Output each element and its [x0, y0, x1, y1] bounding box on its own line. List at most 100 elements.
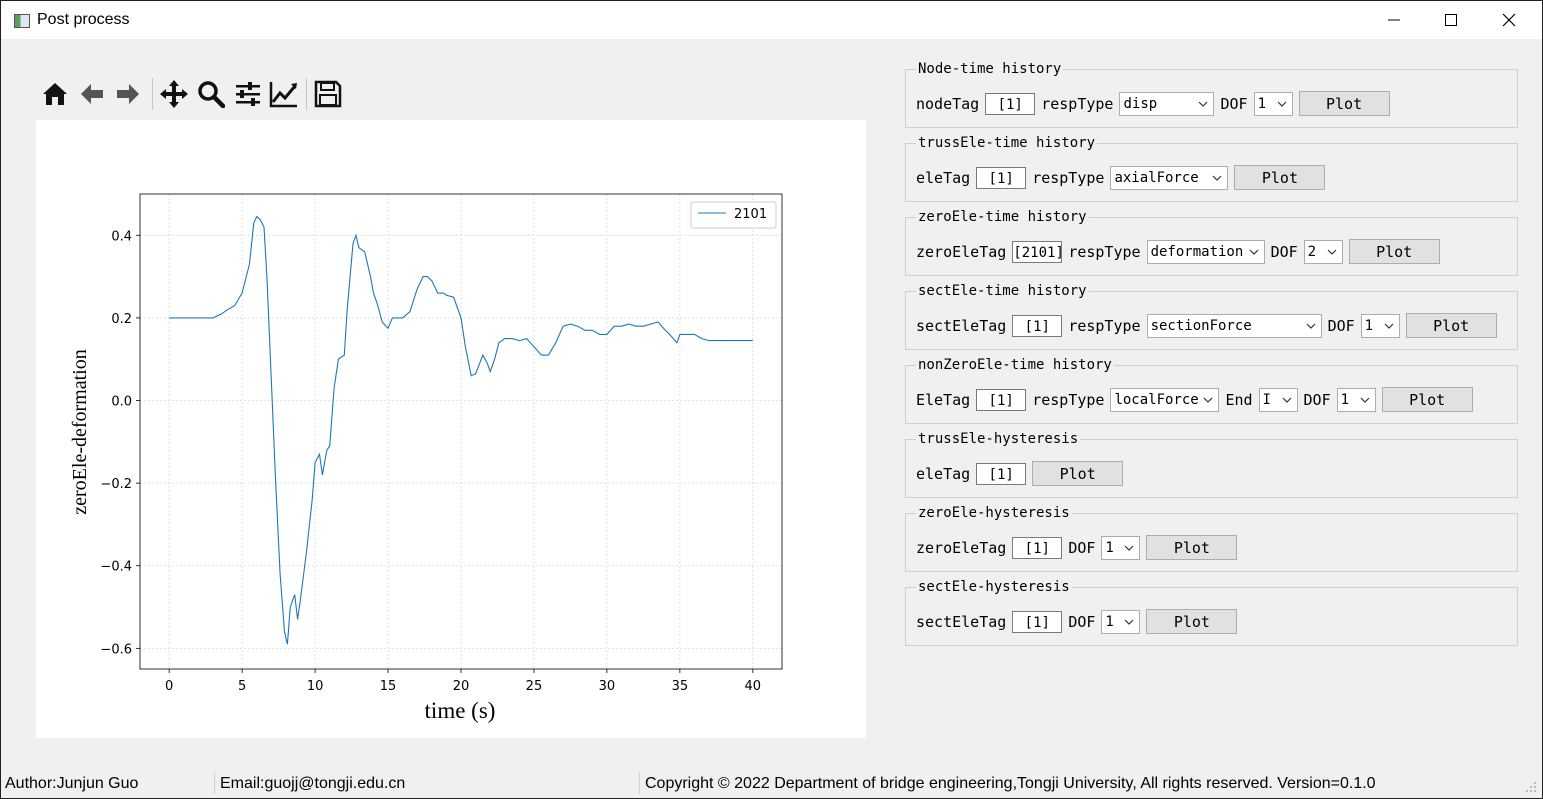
chevron-down-icon	[1282, 397, 1291, 403]
y-tick-label: 0.2	[111, 312, 132, 327]
panel-title: trussEle-hysteresis	[916, 431, 1081, 447]
chevron-down-icon	[1124, 545, 1134, 551]
panel-title: sectEle-time history	[916, 283, 1089, 299]
dof-select[interactable]: 1	[1101, 535, 1141, 560]
status-separator	[639, 772, 640, 794]
back-button[interactable]	[75, 74, 109, 114]
forward-button[interactable]	[111, 74, 145, 114]
configure-subplots-button[interactable]	[231, 74, 265, 114]
tag-label: EleTag	[916, 390, 971, 409]
legend: 2101	[690, 201, 777, 229]
tag-label: eleTag	[916, 168, 971, 187]
home-icon	[43, 83, 67, 105]
close-button[interactable]	[1480, 1, 1538, 39]
edit-axes-icon	[269, 82, 297, 108]
plot-button[interactable]: Plot	[1234, 165, 1326, 190]
plot-button[interactable]: Plot	[1032, 461, 1124, 486]
dof-select[interactable]: 1	[1253, 91, 1293, 116]
plot-button[interactable]: Plot	[1405, 313, 1497, 338]
close-icon	[1502, 13, 1516, 27]
plot-canvas[interactable]: 0 5 10 15 20 25 30 35 40 −0.6 −0.4 −0.2 0.0 0.2 0.4 21…	[36, 120, 866, 738]
dof-select[interactable]: 1	[1101, 609, 1141, 634]
chevron-down-icon	[1124, 619, 1134, 625]
chevron-down-icon	[1213, 175, 1222, 181]
resp-type-select[interactable]: sectionForce	[1146, 313, 1322, 338]
dof-select[interactable]: 2	[1303, 239, 1343, 264]
chevron-down-icon	[1277, 101, 1286, 107]
dof-value: 1	[1340, 391, 1350, 408]
minimize-button[interactable]	[1365, 1, 1423, 39]
sect-ele-time-history-panel: sectEle-time history sectEleTag [1] resp…	[905, 283, 1518, 350]
tag-label: zeroEleTag	[916, 242, 1007, 261]
sect-ele-tag-input[interactable]: [1]	[1012, 314, 1063, 337]
chevron-down-icon	[1306, 323, 1315, 329]
toolbar-separator	[152, 78, 153, 110]
panel-title: Node-time history	[916, 61, 1064, 77]
panel-title: zeroEle-time history	[916, 209, 1089, 225]
resp-type-value: deformation	[1150, 243, 1244, 260]
dof-label: DOF	[1327, 316, 1355, 335]
x-tick-label: 30	[599, 679, 616, 694]
line-chart: 0 5 10 15 20 25 30 35 40 −0.6 −0.4 −0.2 0.0 0.2 0.4 21…	[69, 193, 783, 723]
zoom-button[interactable]	[194, 74, 228, 114]
zero-ele-hysteresis-panel: zeroEle-hysteresis zeroEleTag [1] DOF 1 …	[905, 505, 1518, 572]
zero-ele-tag-input[interactable]: [2101]	[1012, 240, 1063, 263]
status-separator	[214, 772, 215, 794]
zero-ele-tag-input[interactable]: [1]	[1012, 536, 1063, 559]
y-tick-label: −0.6	[100, 642, 132, 657]
resp-type-select[interactable]: localForce	[1110, 387, 1220, 412]
dof-label: DOF	[1068, 538, 1096, 557]
plot-button[interactable]: Plot	[1381, 387, 1473, 412]
resize-grip-icon[interactable]	[1525, 781, 1537, 793]
status-copyright: Copyright © 2022 Department of bridge en…	[645, 775, 1376, 792]
ele-tag-input[interactable]: [1]	[976, 462, 1027, 485]
zero-ele-time-history-panel: zeroEle-time history zeroEleTag [2101] r…	[905, 209, 1518, 276]
ele-tag-input[interactable]: [1]	[976, 388, 1027, 411]
x-tick-label: 10	[307, 679, 324, 694]
node-tag-input[interactable]: [1]	[985, 92, 1036, 115]
x-tick-label: 5	[238, 679, 246, 694]
chevron-down-icon	[1204, 397, 1213, 403]
y-tick-label: −0.4	[100, 560, 132, 575]
toolbar-separator	[306, 78, 307, 110]
resp-type-label: respType	[1041, 94, 1114, 113]
pan-icon	[160, 80, 188, 108]
resp-type-select[interactable]: deformation	[1146, 239, 1265, 264]
dof-select[interactable]: 1	[1360, 313, 1400, 338]
x-axis-label: time (s)	[425, 698, 496, 723]
x-tick-label: 40	[745, 679, 762, 694]
chevron-down-icon	[1249, 249, 1258, 255]
configure-subplots-icon	[236, 82, 260, 106]
dof-label: DOF	[1068, 612, 1096, 631]
plot-button[interactable]: Plot	[1146, 535, 1238, 560]
resp-type-select[interactable]: disp	[1119, 91, 1215, 116]
sect-ele-tag-input[interactable]: [1]	[1012, 610, 1063, 633]
dof-value: 1	[1105, 613, 1114, 630]
y-axis-label: zeroEle-deformation	[69, 349, 91, 514]
x-tick-label: 35	[672, 679, 689, 694]
tag-label: eleTag	[916, 464, 971, 483]
sect-ele-hysteresis-panel: sectEle-hysteresis sectEleTag [1] DOF 1 …	[905, 579, 1518, 646]
panel-title: sectEle-hysteresis	[916, 579, 1072, 595]
dof-label: DOF	[1303, 390, 1331, 409]
ele-tag-input[interactable]: [1]	[976, 166, 1027, 189]
resp-type-label: respType	[1068, 316, 1141, 335]
dof-select[interactable]: 1	[1336, 387, 1376, 412]
plot-button[interactable]: Plot	[1298, 91, 1390, 116]
edit-axes-button[interactable]	[267, 74, 301, 114]
maximize-button[interactable]	[1422, 1, 1480, 39]
plot-button[interactable]: Plot	[1348, 239, 1440, 264]
x-tick-label: 20	[453, 679, 470, 694]
status-author: Author:Junjun Guo	[5, 775, 139, 792]
resp-type-value: localForce	[1114, 391, 1199, 408]
pan-button[interactable]	[157, 74, 191, 114]
minimize-icon	[1388, 19, 1400, 21]
home-button[interactable]	[38, 74, 72, 114]
dof-value: 1	[1105, 539, 1114, 556]
end-label: End	[1225, 390, 1253, 409]
save-figure-button[interactable]	[311, 74, 345, 114]
resp-type-select[interactable]: axialForce	[1110, 165, 1229, 190]
end-select[interactable]: I	[1258, 387, 1298, 412]
title-bar: Post process	[1, 1, 1542, 39]
plot-button[interactable]: Plot	[1146, 609, 1238, 634]
